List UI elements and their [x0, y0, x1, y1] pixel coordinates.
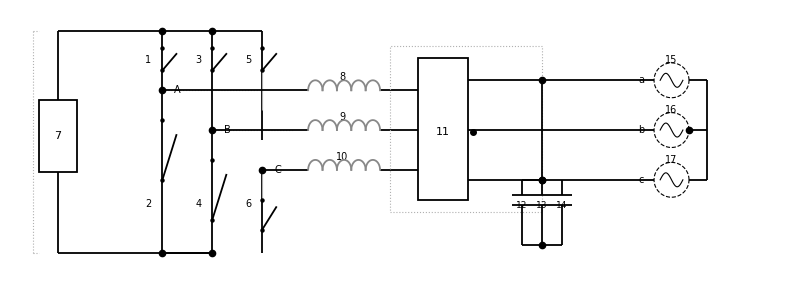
- Bar: [418, 58, 468, 200]
- Text: 12: 12: [516, 201, 527, 210]
- Text: 2: 2: [146, 199, 151, 209]
- Text: 5: 5: [245, 55, 251, 65]
- Text: c: c: [639, 175, 644, 185]
- Text: b: b: [638, 125, 645, 135]
- Bar: [38, 100, 77, 172]
- Text: 10: 10: [336, 152, 348, 162]
- Text: 9: 9: [339, 112, 345, 122]
- Text: 11: 11: [436, 127, 450, 137]
- Text: a: a: [638, 75, 645, 85]
- Text: 3: 3: [195, 55, 202, 65]
- Text: 15: 15: [666, 55, 678, 65]
- Text: 4: 4: [195, 199, 202, 209]
- Text: 16: 16: [666, 105, 678, 115]
- Bar: [390, 47, 542, 212]
- Text: 8: 8: [339, 72, 345, 82]
- Text: C: C: [274, 165, 281, 175]
- Text: 17: 17: [666, 155, 678, 165]
- Text: 7: 7: [54, 131, 61, 141]
- Text: 6: 6: [246, 199, 251, 209]
- Text: 1: 1: [146, 55, 151, 65]
- Text: B: B: [224, 125, 231, 135]
- Text: 13: 13: [536, 201, 547, 210]
- Text: A: A: [174, 85, 181, 95]
- Text: 14: 14: [556, 201, 567, 210]
